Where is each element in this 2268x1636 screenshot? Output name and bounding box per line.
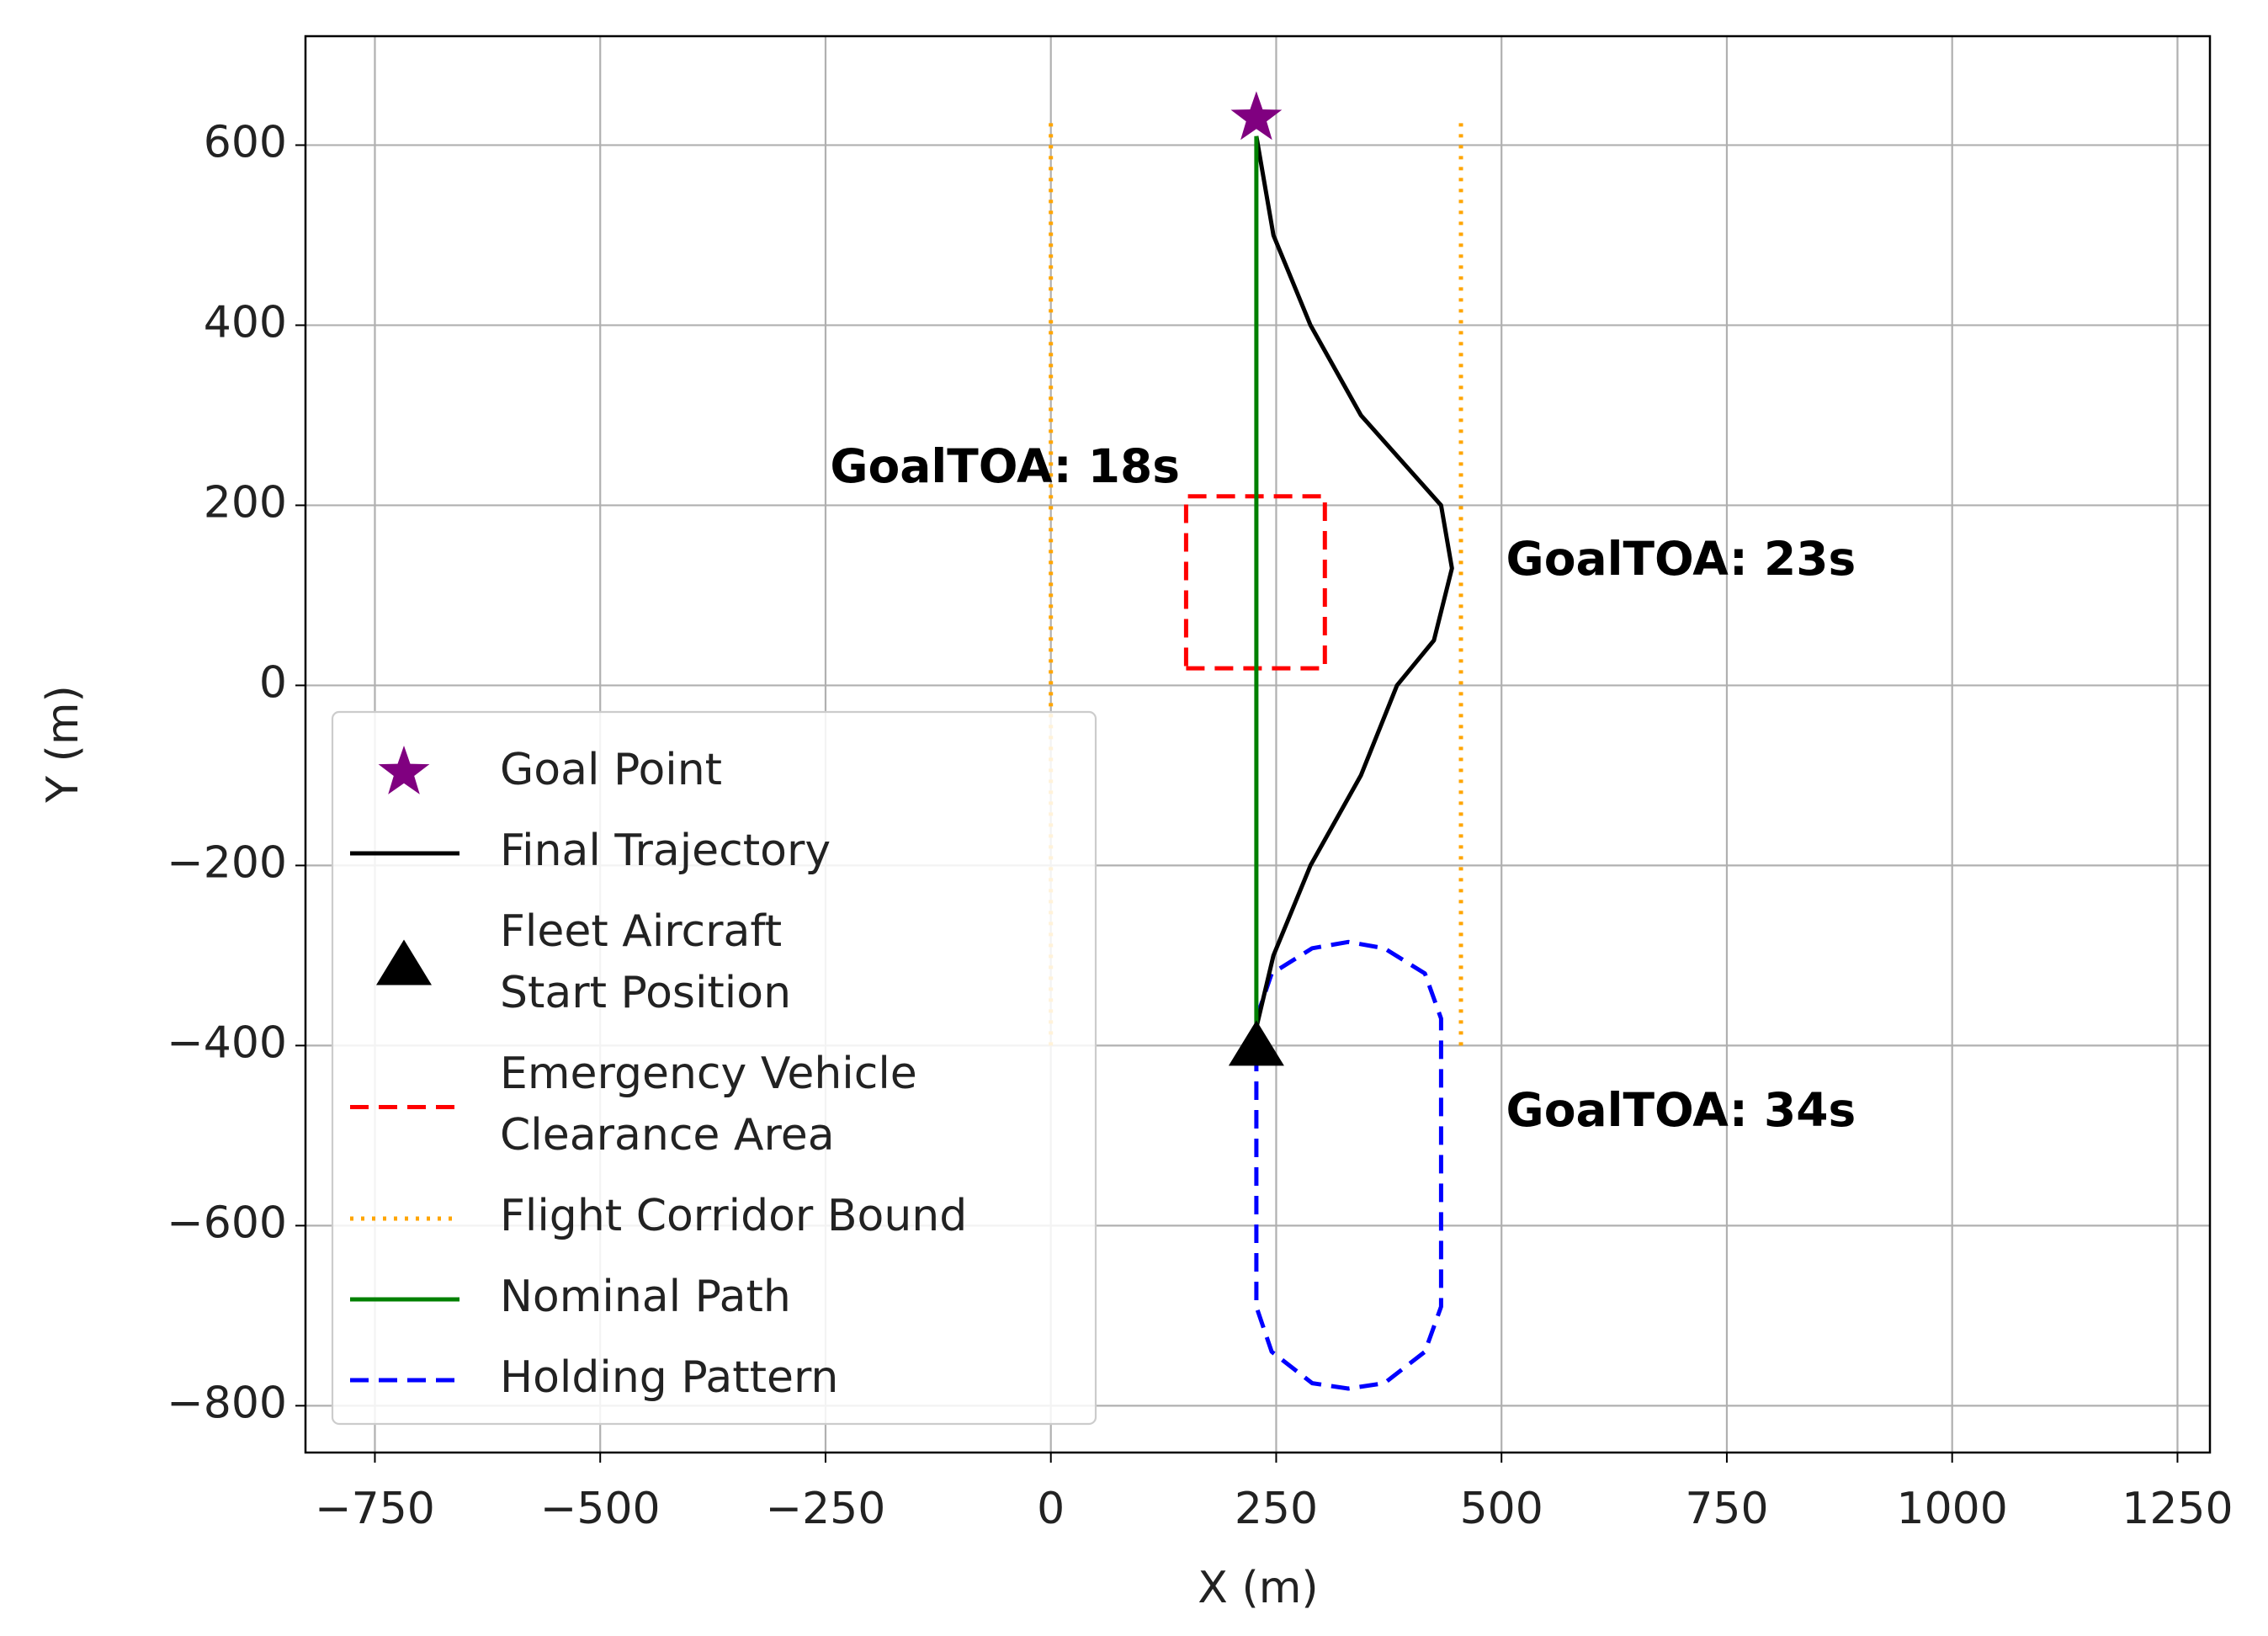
star-marker [1230,91,1283,141]
triangle-marker [1228,1020,1284,1066]
legend-label: Final Trajectory [500,826,831,876]
y-tick-label: −800 [167,1378,287,1428]
series-line [1254,135,1454,1028]
legend-label: Nominal Path [500,1272,791,1322]
legend-label: Flight Corridor Bound [500,1191,967,1241]
x-tick-label: 1250 [2122,1484,2233,1534]
x-tick-label: −250 [766,1484,886,1534]
legend-label: Holding Pattern [500,1352,838,1403]
x-tick-label: 750 [1685,1484,1768,1534]
x-tick-label: 0 [1037,1484,1065,1534]
x-tick-label: 500 [1460,1484,1543,1534]
x-tick-label: 250 [1235,1484,1318,1534]
annotation: GoalTOA: 23s [1506,532,1856,586]
y-tick-label: 600 [204,117,287,167]
y-tick-label: −600 [167,1198,287,1248]
series-line [1254,939,1443,1391]
star-marker [378,746,430,794]
y-tick-label: 0 [259,657,287,708]
x-tick-label: −500 [540,1484,661,1534]
y-tick-label: 400 [204,297,287,348]
plot-frame [304,35,2212,1454]
legend: Goal Point Final Trajectory Fleet Aircraft… [331,710,1097,1426]
y-tick-label: −200 [167,837,287,888]
x-tick-label: 1000 [1897,1484,2008,1534]
series-line [1183,494,1327,671]
annotation: GoalTOA: 34s [1506,1083,1856,1137]
y-axis-label: Y (m) [38,685,88,804]
annotation: GoalTOA: 18s [830,439,1180,493]
y-tick-label: 200 [204,477,287,528]
legend-box [331,710,1097,1426]
x-axis-label: X (m) [1198,1563,1318,1613]
legend-label: Fleet Aircraft Start Position [500,906,791,1018]
x-tick-label: −750 [315,1484,435,1534]
legend-label: Emergency Vehicle Clearance Area [500,1049,917,1161]
y-tick-label: −400 [167,1017,287,1068]
legend-label: Goal Point [500,745,722,795]
triangle-marker [376,939,432,985]
